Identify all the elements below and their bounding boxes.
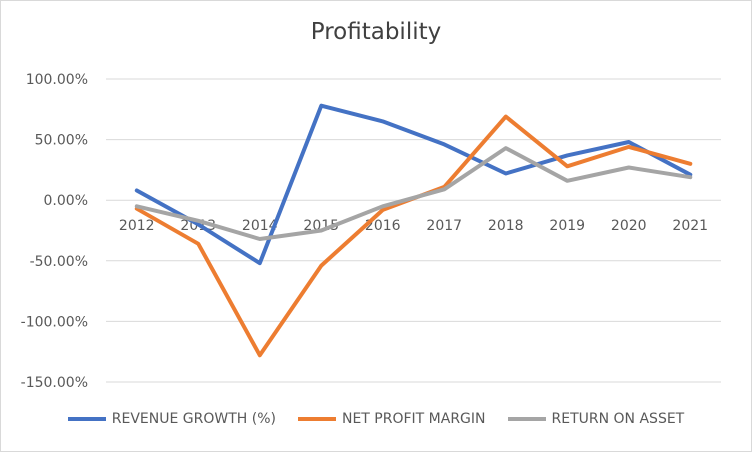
legend-item: RETURN ON ASSET: [507, 411, 685, 427]
legend-swatch: [67, 417, 106, 421]
x-tick-label: 2014: [242, 218, 278, 234]
series-line-3: [134, 146, 693, 241]
legend-item: REVENUE GROWTH (%): [67, 411, 276, 427]
x-tick-label: 2012: [119, 218, 155, 234]
series-line-1: [134, 103, 693, 266]
x-tick-label: 2021: [672, 218, 708, 234]
legend-swatch: [297, 417, 336, 421]
x-tick-label: 2016: [365, 218, 401, 234]
y-tick-label: 50.00%: [35, 133, 88, 149]
y-tick-label: 0.00%: [44, 193, 88, 209]
legend-label: NET PROFIT MARGIN: [341, 411, 486, 427]
x-tick-label: 2018: [488, 218, 524, 234]
y-tick-label: 100.00%: [26, 72, 88, 88]
chart-legend: REVENUE GROWTH (%) NET PROFIT MARGIN RETUR…: [1, 411, 751, 427]
x-tick-label: 2017: [426, 218, 462, 234]
legend-label: RETURN ON ASSET: [551, 411, 685, 427]
legend-label: REVENUE GROWTH (%): [111, 411, 276, 427]
y-tick-label: -150.00%: [21, 375, 88, 391]
legend-swatch: [507, 417, 546, 421]
x-tick-label: 2019: [549, 218, 585, 234]
y-tick-label: -100.00%: [21, 314, 88, 330]
legend-item: NET PROFIT MARGIN: [297, 411, 486, 427]
y-tick-label: -50.00%: [30, 254, 88, 270]
x-tick-label: 2020: [611, 218, 647, 234]
chart-title: Profitability: [310, 19, 442, 45]
